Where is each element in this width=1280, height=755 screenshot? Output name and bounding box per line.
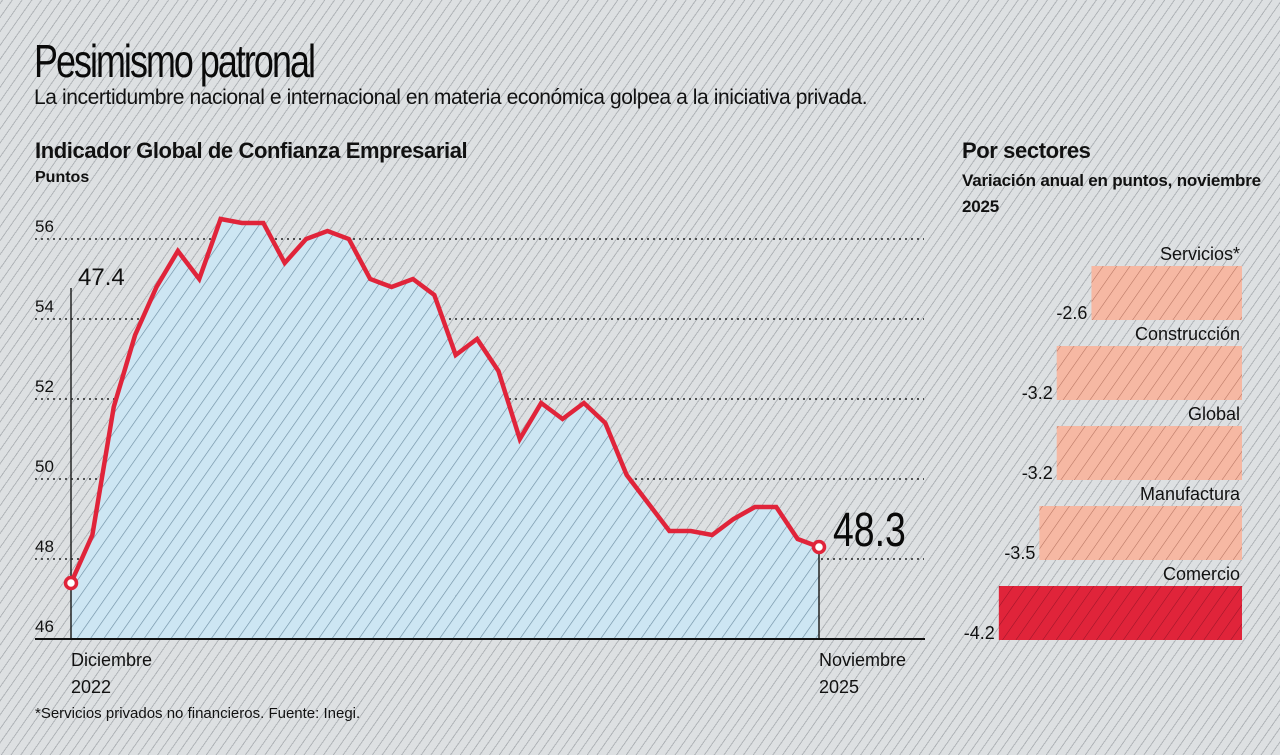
y-axis-ticks: 46 48 50 52 54 56 bbox=[35, 217, 54, 636]
sector-value-label: -4.2 bbox=[964, 623, 995, 643]
page-subtitle: La incertidumbre nacional e internaciona… bbox=[34, 86, 868, 109]
sector-value-label: -3.2 bbox=[1022, 463, 1053, 483]
page-title: Pesimismo patronal bbox=[34, 35, 316, 87]
sector-bars: Servicios* -2.6 Construcción -3.2 Global -3.2… bbox=[964, 244, 1242, 643]
end-value-label: 48.3 bbox=[833, 504, 906, 558]
series-points bbox=[63, 539, 827, 591]
y-tick-label: 48 bbox=[35, 537, 54, 556]
sector-bar bbox=[1091, 266, 1242, 320]
x-end-label-month: Noviembre bbox=[819, 650, 906, 670]
sector-value-label: -3.2 bbox=[1022, 383, 1053, 403]
sector-label: Global bbox=[1188, 404, 1240, 424]
sector-bar bbox=[1056, 426, 1242, 480]
bar-chart-subtitle: Variación anual en puntos, noviembre 202… bbox=[962, 171, 1261, 216]
sector-label: Comercio bbox=[1163, 564, 1240, 584]
sector-label: Manufactura bbox=[1140, 484, 1241, 504]
x-end-label-year: 2025 bbox=[819, 677, 859, 697]
sector-value-label: -2.6 bbox=[1056, 303, 1087, 323]
area-fill bbox=[71, 219, 819, 639]
series-line bbox=[68, 216, 820, 584]
sector-bar bbox=[1039, 506, 1242, 560]
line-chart-unit: Puntos bbox=[35, 169, 90, 186]
line-chart-title: Indicador Global de Confianza Empresaria… bbox=[35, 138, 468, 163]
y-tick-label: 50 bbox=[35, 457, 54, 476]
sector-value-label: -3.5 bbox=[1004, 543, 1035, 563]
sector-bar bbox=[1056, 346, 1242, 400]
sector-bar bbox=[998, 586, 1242, 640]
y-tick-label: 52 bbox=[35, 377, 54, 396]
end-point bbox=[811, 539, 827, 555]
start-point bbox=[63, 575, 79, 591]
bar-chart-title: Por sectores bbox=[962, 138, 1091, 163]
y-tick-label: 46 bbox=[35, 617, 54, 636]
x-start-label-month: Diciembre bbox=[71, 650, 152, 670]
x-start-label-year: 2022 bbox=[71, 677, 111, 697]
y-tick-label: 56 bbox=[35, 217, 54, 236]
sector-label: Servicios* bbox=[1160, 244, 1240, 264]
footnote: *Servicios privados no financieros. Fuen… bbox=[35, 705, 361, 722]
y-tick-label: 54 bbox=[35, 297, 54, 316]
start-value-label: 47.4 bbox=[78, 264, 125, 291]
sector-label: Construcción bbox=[1135, 324, 1240, 344]
